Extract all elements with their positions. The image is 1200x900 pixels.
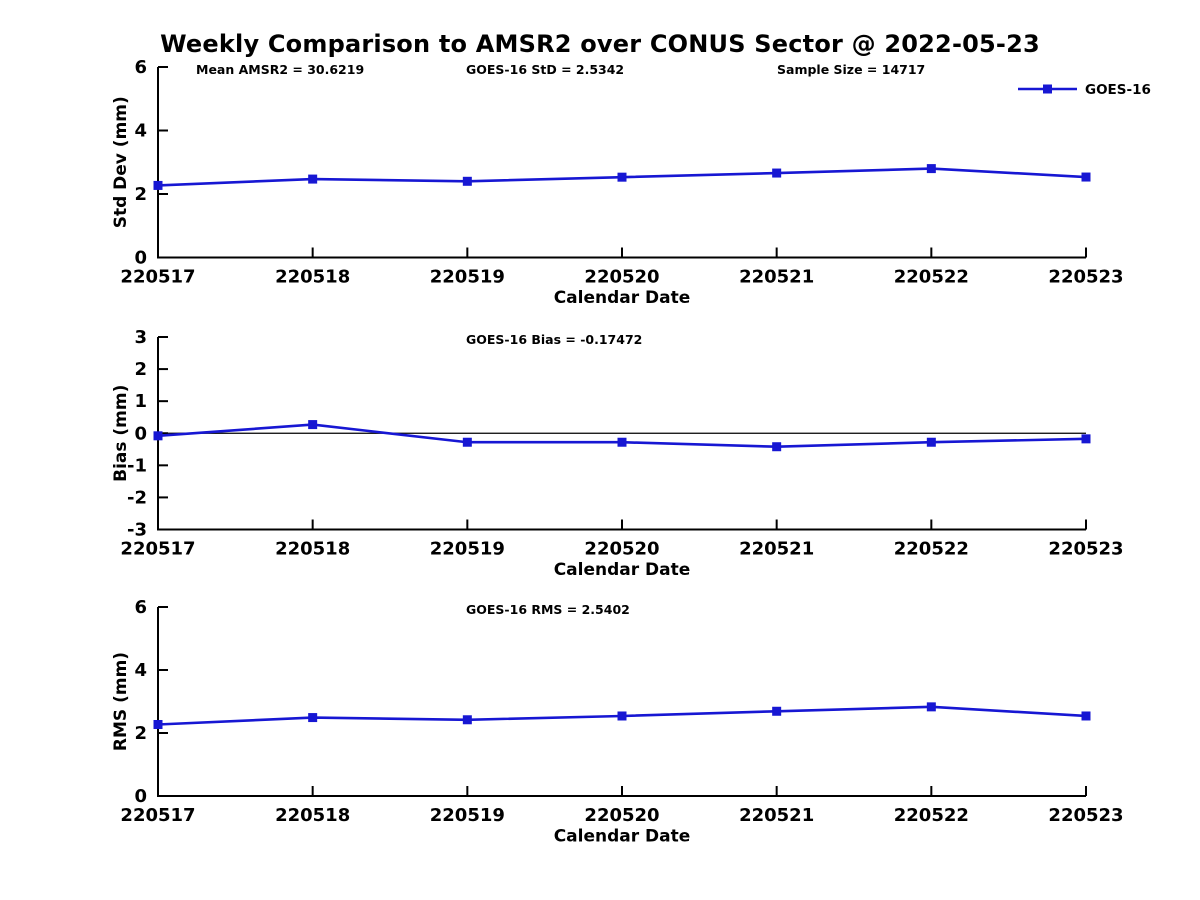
x-tick-label: 220520 bbox=[584, 539, 659, 560]
data-point-marker bbox=[926, 702, 936, 712]
x-axis-title: Calendar Date bbox=[554, 827, 691, 847]
x-tick-label: 220520 bbox=[584, 267, 659, 288]
stat-label: GOES-16 RMS = 2.5402 bbox=[466, 602, 630, 617]
y-axis-title: RMS (mm) bbox=[111, 652, 131, 751]
data-point-marker bbox=[308, 420, 318, 430]
x-tick-label: 220518 bbox=[275, 267, 350, 288]
x-tick-label: 220520 bbox=[584, 805, 659, 826]
y-tick-label: 0 bbox=[134, 786, 147, 807]
data-point-marker bbox=[1081, 434, 1091, 444]
y-tick-label: 6 bbox=[134, 57, 147, 78]
x-axis-title: Calendar Date bbox=[554, 560, 691, 580]
std-dev-chart: 0 2 4 6 220517 220518 220519 220520 220521 220522… bbox=[111, 57, 1151, 308]
x-tick-label: 220523 bbox=[1048, 805, 1123, 826]
data-point-marker bbox=[617, 711, 627, 721]
y-tick-label: 3 bbox=[134, 327, 147, 348]
axis-frame bbox=[157, 67, 1086, 259]
y-axis-title: Std Dev (mm) bbox=[111, 96, 131, 228]
x-tick-label: 220519 bbox=[430, 805, 505, 826]
data-point-marker bbox=[153, 431, 163, 441]
x-tick-label: 220521 bbox=[739, 267, 814, 288]
stat-label: Sample Size = 14717 bbox=[777, 62, 925, 77]
data-point-marker bbox=[772, 168, 782, 178]
data-point-marker bbox=[1081, 172, 1091, 182]
stat-label: Mean AMSR2 = 30.6219 bbox=[196, 62, 364, 77]
data-point-marker bbox=[772, 706, 782, 716]
y-tick-label: -1 bbox=[127, 455, 147, 476]
legend-marker bbox=[1043, 84, 1052, 94]
x-tick-label: 220522 bbox=[894, 539, 969, 560]
x-tick-label: 220517 bbox=[120, 805, 195, 826]
y-tick-label: 0 bbox=[134, 248, 147, 269]
data-point-marker bbox=[308, 713, 318, 723]
y-tick-label: 1 bbox=[134, 391, 147, 412]
x-tick-label: 220519 bbox=[430, 539, 505, 560]
y-tick-label: 2 bbox=[134, 184, 147, 205]
stat-label: GOES-16 Bias = -0.17472 bbox=[466, 332, 642, 347]
data-point-marker bbox=[617, 172, 627, 182]
x-tick-label: 220521 bbox=[739, 805, 814, 826]
data-point-marker bbox=[462, 715, 472, 725]
x-tick-label: 220523 bbox=[1048, 539, 1123, 560]
stat-label: GOES-16 StD = 2.5342 bbox=[466, 62, 624, 77]
rms-chart: 0 2 4 6 220517 220518 220519 220520 220521 220522… bbox=[111, 597, 1124, 847]
x-tick-label: 220519 bbox=[430, 267, 505, 288]
x-tick-label: 220523 bbox=[1048, 267, 1123, 288]
x-tick-label: 220522 bbox=[894, 805, 969, 826]
data-point-marker bbox=[1081, 711, 1091, 721]
y-tick-label: 4 bbox=[134, 660, 147, 681]
legend: GOES-16 bbox=[1018, 82, 1151, 98]
x-axis-title: Calendar Date bbox=[554, 288, 691, 308]
x-tick-label: 220517 bbox=[120, 267, 195, 288]
data-point-marker bbox=[926, 437, 936, 447]
x-tick-label: 220521 bbox=[739, 539, 814, 560]
y-tick-label: 0 bbox=[134, 423, 147, 444]
y-tick-label: -3 bbox=[127, 520, 147, 541]
axis-frame bbox=[157, 607, 1086, 797]
data-point-marker bbox=[462, 176, 472, 186]
data-point-marker bbox=[617, 437, 627, 447]
data-point-marker bbox=[772, 442, 782, 452]
y-tick-label: 4 bbox=[134, 121, 147, 142]
y-tick-label: 2 bbox=[134, 723, 147, 744]
bias-chart: -3 -2 -1 0 1 2 3 220517 220518 220519 220520 220521… bbox=[111, 327, 1124, 580]
y-axis-title: Bias (mm) bbox=[111, 385, 131, 482]
y-tick-label: 2 bbox=[134, 359, 147, 380]
x-tick-label: 220517 bbox=[120, 539, 195, 560]
legend-label: GOES-16 bbox=[1085, 82, 1151, 98]
y-tick-label: -2 bbox=[127, 487, 147, 508]
data-point-marker bbox=[308, 174, 318, 184]
x-tick-label: 220522 bbox=[894, 267, 969, 288]
y-tick-label: 6 bbox=[134, 597, 147, 618]
figure-title: Weekly Comparison to AMSR2 over CONUS Se… bbox=[160, 30, 1040, 58]
data-point-marker bbox=[462, 437, 472, 447]
x-tick-label: 220518 bbox=[275, 805, 350, 826]
data-point-marker bbox=[153, 719, 163, 729]
x-tick-label: 220518 bbox=[275, 539, 350, 560]
data-point-marker bbox=[153, 180, 163, 190]
data-point-marker bbox=[926, 164, 936, 174]
